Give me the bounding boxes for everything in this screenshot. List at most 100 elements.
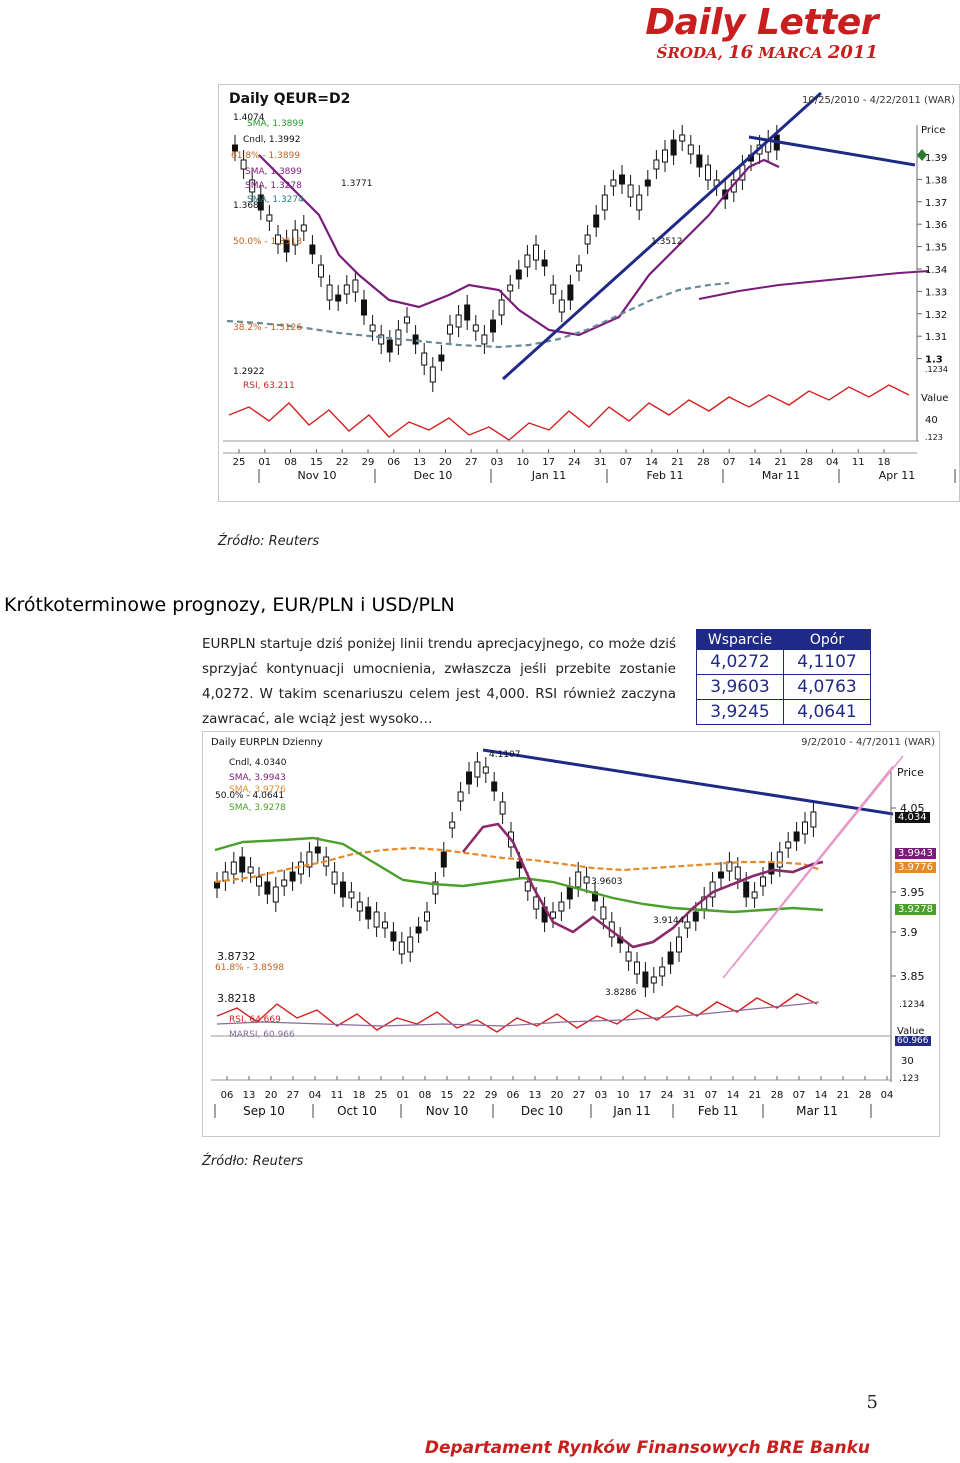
candle-body (491, 781, 498, 792)
forecast-paragraph: EURPLN startuje dziś poniżej linii trend… (202, 636, 676, 727)
candle-body (634, 961, 640, 975)
candle-body (432, 881, 439, 895)
table-row: 4,0272 4,1107 (696, 649, 871, 675)
chart2-label-41107: 4.1107 (489, 750, 521, 760)
source-label-2: Źródło: Reuters (202, 1154, 304, 1169)
day-label: 07 (793, 1090, 806, 1101)
candle-body (361, 299, 367, 316)
candle-body (455, 314, 462, 328)
candle-body (326, 284, 333, 301)
candle-body (533, 244, 539, 261)
price-tick-label: 4.05 (900, 802, 925, 815)
day-label: 01 (258, 457, 271, 468)
candle-body (474, 761, 481, 778)
chart2-label-38218: 3.8218 (217, 992, 256, 1005)
price-tick-label: 1.32 (925, 310, 947, 321)
month-label: Nov 10 (298, 469, 337, 482)
date-month: MARCA (753, 44, 828, 62)
day-label: 07 (620, 457, 633, 468)
day-label: 04 (826, 457, 839, 468)
date-day: 16 (728, 42, 754, 63)
candle-body (576, 264, 582, 272)
candle-body (625, 951, 632, 962)
day-label: 27 (465, 457, 478, 468)
day-label: 14 (727, 1090, 740, 1101)
day-label: 03 (491, 457, 504, 468)
candle-body (490, 319, 496, 333)
day-label: 31 (683, 1090, 696, 1101)
resistance-cell: 4,0763 (783, 674, 871, 700)
candle-body (636, 194, 643, 211)
day-label: 28 (859, 1090, 872, 1101)
candle-body (667, 951, 674, 965)
sma-rising-line (698, 270, 930, 300)
candle-body (429, 366, 436, 383)
price-tick-label: 1.38 (925, 175, 947, 186)
chart1-legend-cndl: Cndl, 1.3992 (243, 135, 301, 145)
candle-body (421, 352, 428, 366)
candle-body (515, 269, 522, 280)
day-label: 13 (413, 457, 426, 468)
eurpln-chart-svg: 4.05 3.95 3.9 3.85 06 13 20 27 04 11 18 25 01 08 15 22… (211, 748, 925, 1118)
chart2-price-label: Price (897, 766, 924, 779)
day-label: 04 (309, 1090, 322, 1101)
chart2-rsi-tick: 30 (901, 1056, 914, 1067)
eurusd-chart-svg: 1.391.381.371.361.351.341.331.321.311.3 … (223, 91, 956, 483)
candle-body (447, 324, 453, 335)
day-label: 31 (594, 457, 607, 468)
source-label-1: Źródło: Reuters (218, 534, 320, 549)
chart1-label-13771: 1.3771 (341, 179, 373, 189)
candle-body (760, 876, 766, 887)
sma-green-line (214, 836, 824, 914)
candle-body (373, 911, 380, 928)
candle-body (449, 821, 456, 829)
candle-body (550, 284, 557, 295)
levels-header-row: Wsparcie Opór (696, 629, 871, 650)
chart1-legend-sma1: SMA, 1.3899 (247, 119, 304, 129)
candle-body (300, 224, 307, 232)
candle-body (247, 866, 254, 874)
price-tick-label: 1.34 (925, 265, 947, 276)
day-label: 20 (439, 457, 452, 468)
chart1-label-1368: 1.368 (233, 201, 259, 211)
sma-slow-line (226, 281, 730, 349)
day-label: 17 (542, 457, 555, 468)
candle-body (407, 936, 414, 953)
candle-body (395, 329, 402, 346)
candle-body (481, 334, 488, 345)
candle-body (440, 851, 447, 868)
chart2-label-39603: 3.9603 (591, 877, 623, 887)
issue-date: ŚRODA, 16 MARCA 2011 (657, 42, 878, 63)
month-label: Dec 10 (414, 469, 453, 482)
day-label: 25 (375, 1090, 388, 1101)
candle-body (348, 891, 355, 899)
last-price-badge: 4.034 (895, 812, 930, 823)
chart2-title: Daily EURPLN Dzienny (211, 737, 323, 748)
candle-body (356, 901, 363, 912)
day-label: 06 (507, 1090, 520, 1101)
support-cell: 3,9245 (696, 699, 784, 725)
day-label: 11 (331, 1090, 344, 1101)
day-label: 24 (568, 457, 581, 468)
chart2-label-38732: 3.8732 (217, 950, 256, 963)
month-label: Feb 11 (647, 469, 684, 482)
candle-body (802, 821, 808, 835)
candle-body (283, 239, 290, 253)
chart1-date-range: 10/25/2010 - 4/22/2011 (WAR) (802, 95, 955, 106)
candle-body (718, 871, 724, 879)
candle-body (644, 179, 651, 187)
day-label: 21 (749, 1090, 762, 1101)
candle-body (289, 871, 296, 882)
candle-body (583, 876, 590, 884)
candle-body (575, 871, 582, 888)
candle-body (457, 791, 464, 802)
day-label: 28 (771, 1090, 784, 1101)
candle-body (566, 886, 573, 900)
candle-body (793, 831, 800, 842)
month-label: Oct 10 (337, 1104, 377, 1118)
candle-body (340, 881, 346, 898)
candle-body (272, 886, 279, 903)
candle-body (266, 214, 273, 222)
candle-body (390, 931, 397, 942)
price-tick-label: 1.37 (925, 198, 947, 209)
